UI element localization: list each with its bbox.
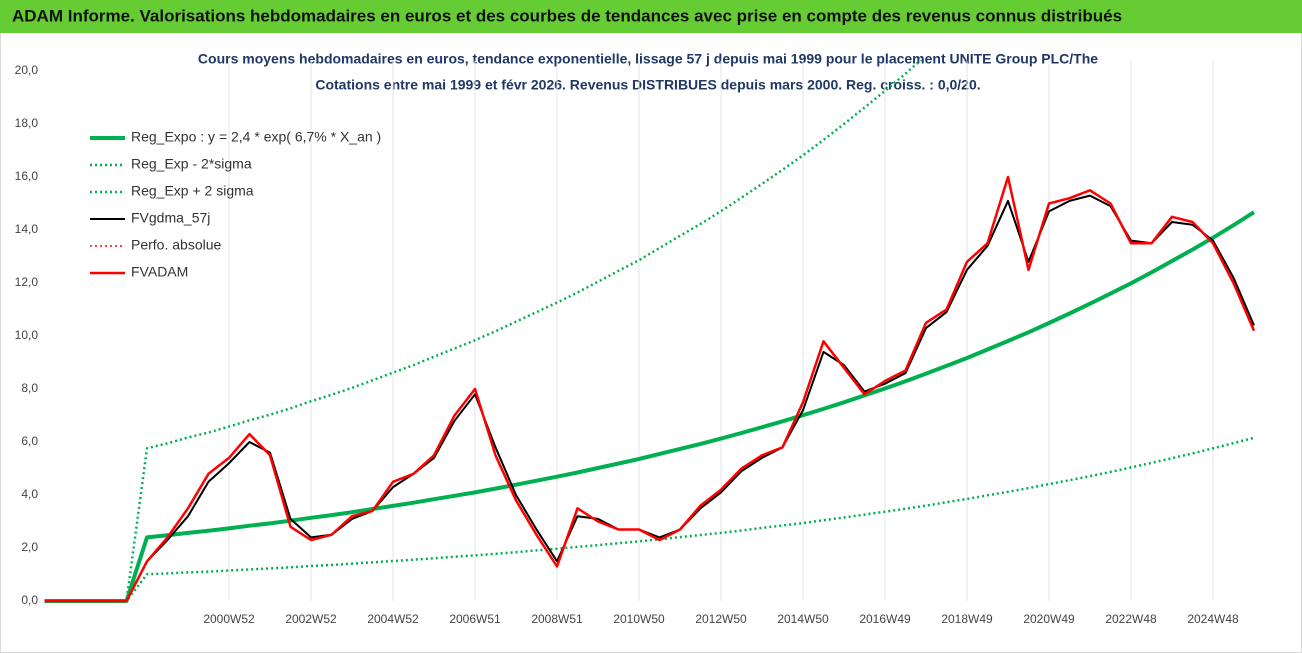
x-tick-label: 2008W51 <box>531 612 583 626</box>
y-tick-label: 0,0 <box>21 593 38 607</box>
x-tick-label: 2020W49 <box>1023 612 1075 626</box>
y-tick-label: 18,0 <box>15 116 39 130</box>
x-tick-label: 2000W52 <box>203 612 255 626</box>
x-tick-label: 2014W50 <box>777 612 829 626</box>
legend-label: Perfo. absolue <box>131 237 221 253</box>
x-tick-label: 2024W48 <box>1187 612 1239 626</box>
y-tick-label: 8,0 <box>21 381 38 395</box>
x-tick-label: 2018W49 <box>941 612 993 626</box>
legend-label: Reg_Exp + 2 sigma <box>131 183 254 199</box>
y-tick-label: 2,0 <box>21 540 38 554</box>
y-tick-label: 4,0 <box>21 487 38 501</box>
series-line <box>44 436 1255 603</box>
x-tick-label: 2006W51 <box>449 612 501 626</box>
x-tick-label: 2016W49 <box>859 612 911 626</box>
y-tick-label: 16,0 <box>15 169 39 183</box>
x-tick-label: 2002W52 <box>285 612 337 626</box>
legend-label: Reg_Expo : y = 2,4 * exp( 6,7% * X_an ) <box>131 129 381 145</box>
series-line <box>44 210 1256 603</box>
chart-subtitle: Cours moyens hebdomadaires en euros, ten… <box>198 51 1098 67</box>
legend-label: FVgdma_57j <box>131 210 210 226</box>
x-tick-label: 2004W52 <box>367 612 419 626</box>
plot <box>44 60 1256 603</box>
y-tick-label: 10,0 <box>15 328 39 342</box>
legend-label: FVADAM <box>131 264 188 280</box>
x-tick-label: 2010W50 <box>613 612 665 626</box>
legend-label: Reg_Exp - 2*sigma <box>131 156 252 172</box>
legend: Reg_Expo : y = 2,4 * exp( 6,7% * X_an ) R… <box>90 129 381 280</box>
series-line <box>44 175 1256 603</box>
chart-subtitle: Cotations entre mai 1999 et févr 2026. R… <box>315 77 980 93</box>
y-tick-label: 12,0 <box>15 275 39 289</box>
chart-title: ADAM Informe. Valorisations hebdomadaire… <box>12 6 1122 25</box>
x-tick-label: 2012W50 <box>695 612 747 626</box>
y-tick-label: 6,0 <box>21 434 38 448</box>
series-line <box>44 60 923 603</box>
y-tick-label: 20,0 <box>15 63 39 77</box>
y-tick-label: 14,0 <box>15 222 39 236</box>
grid <box>228 61 1214 601</box>
title-bar <box>0 0 1302 33</box>
x-tick-label: 2022W48 <box>1105 612 1157 626</box>
